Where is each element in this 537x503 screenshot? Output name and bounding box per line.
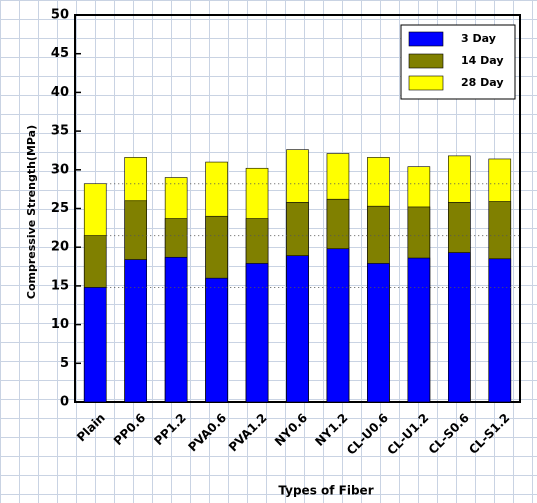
- legend-swatch: [408, 53, 444, 69]
- y-tick-label: 35: [51, 124, 69, 139]
- y-tick-label: 45: [51, 46, 69, 61]
- x-tick-label: PVA1.2: [226, 411, 270, 455]
- x-tick-label: PVA0.6: [185, 411, 229, 455]
- bar: [164, 256, 188, 403]
- x-tick-label: PP1.2: [151, 411, 188, 448]
- x-tick-label: PP0.6: [111, 411, 148, 448]
- legend-label: 14 Day: [461, 54, 504, 67]
- x-tick-label: NY0.6: [272, 411, 310, 449]
- y-tick-label: 30: [51, 162, 69, 177]
- y-tick-label: 0: [60, 395, 69, 410]
- bar: [448, 252, 471, 403]
- bar: [367, 263, 390, 403]
- x-tick-label: CL-S0.6: [426, 411, 472, 457]
- x-axis-title: Types of Fiber: [278, 484, 373, 498]
- bar: [326, 248, 350, 403]
- y-axis-title: Compressive Strength(MPa): [25, 125, 38, 299]
- bar: [286, 255, 309, 403]
- bar: [245, 263, 269, 403]
- x-tick-label: Plain: [74, 411, 108, 445]
- x-tick-label: CL-U0.6: [344, 411, 391, 458]
- x-tick-label: NY1.2: [312, 411, 350, 449]
- legend-swatch: [408, 31, 444, 47]
- y-tick-label: 15: [51, 278, 69, 293]
- y-tick-label: 20: [51, 240, 69, 255]
- legend-swatch: [408, 75, 444, 91]
- x-tick-label: CL-U1.2: [384, 411, 431, 458]
- bar: [124, 259, 147, 403]
- y-tick-label: 25: [51, 201, 69, 216]
- bar: [488, 258, 512, 403]
- x-tick-label: CL-S1.2: [466, 411, 512, 457]
- y-tick-label: 5: [60, 356, 69, 371]
- bar: [407, 257, 431, 403]
- legend-label: 28 Day: [461, 76, 504, 89]
- y-tick-label: 50: [51, 8, 69, 23]
- bar: [205, 277, 228, 403]
- y-tick-label: 40: [51, 85, 69, 100]
- legend-label: 3 Day: [461, 32, 496, 45]
- y-tick-label: 10: [51, 317, 69, 332]
- bar: [83, 287, 107, 403]
